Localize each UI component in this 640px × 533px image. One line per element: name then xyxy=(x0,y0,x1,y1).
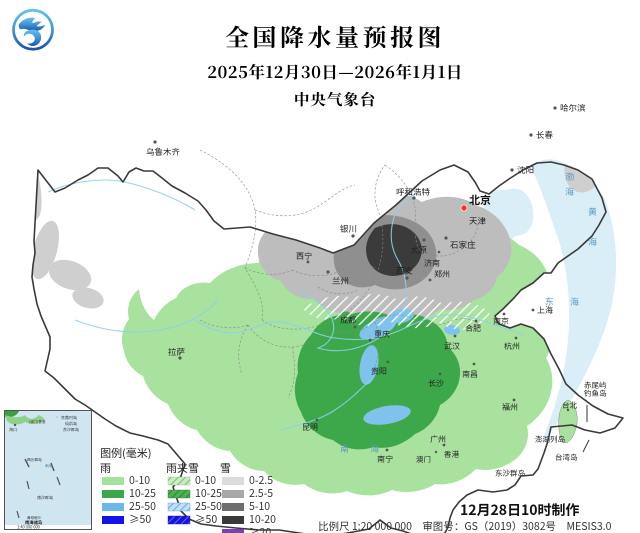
svg-text:呼和浩特: 呼和浩特 xyxy=(396,186,431,198)
svg-text:贵阳: 贵阳 xyxy=(371,366,387,377)
svg-text:长沙: 长沙 xyxy=(428,378,444,389)
svg-text:天津: 天津 xyxy=(469,215,487,227)
svg-text:海: 海 xyxy=(370,442,379,455)
svg-text:(澳门)香港: (澳门)香港 xyxy=(29,419,46,425)
svg-text:长春: 长春 xyxy=(536,129,554,141)
svg-text:福州: 福州 xyxy=(502,402,518,413)
svg-text:澳门: 澳门 xyxy=(416,454,431,465)
svg-text:雨: 雨 xyxy=(100,463,111,476)
svg-text:合肥: 合肥 xyxy=(465,323,481,334)
svg-text:南沙群岛: 南沙群岛 xyxy=(37,495,53,501)
svg-text:西安: 西安 xyxy=(396,265,413,277)
svg-text:≥50: ≥50 xyxy=(195,512,217,527)
svg-text:济南: 济南 xyxy=(424,258,440,269)
svg-text:西沙群岛: 西沙群岛 xyxy=(27,457,42,463)
svg-text:东: 东 xyxy=(545,295,554,308)
svg-text:1:40 000 000: 1:40 000 000 xyxy=(17,525,41,531)
svg-text:重庆: 重庆 xyxy=(374,329,390,340)
svg-text:≥20: ≥20 xyxy=(249,525,271,533)
svg-text:兰州: 兰州 xyxy=(332,275,349,287)
svg-text:海口: 海口 xyxy=(9,427,17,433)
svg-text:西宁: 西宁 xyxy=(296,251,312,262)
svg-text:黄: 黄 xyxy=(588,205,597,218)
svg-text:乌鲁木齐: 乌鲁木齐 xyxy=(146,146,181,158)
svg-text:昆明: 昆明 xyxy=(302,422,318,433)
svg-text:杭州: 杭州 xyxy=(504,341,520,352)
svg-text:哈尔滨: 哈尔滨 xyxy=(560,102,586,114)
svg-text:台北: 台北 xyxy=(562,400,577,411)
svg-text:雪: 雪 xyxy=(220,463,231,476)
svg-text:海: 海 xyxy=(565,185,574,198)
svg-text:广州: 广州 xyxy=(430,434,446,445)
svg-text:武汉: 武汉 xyxy=(444,341,460,352)
svg-text:石家庄: 石家庄 xyxy=(450,239,476,251)
svg-text:南海: 南海 xyxy=(45,463,53,469)
svg-text:银川: 银川 xyxy=(340,223,357,235)
svg-text:渤: 渤 xyxy=(565,170,574,183)
svg-text:≥50: ≥50 xyxy=(129,512,151,527)
svg-text:澎湖列岛: 澎湖列岛 xyxy=(535,434,565,445)
svg-text:东沙群岛: 东沙群岛 xyxy=(63,427,79,433)
svg-text:拉萨: 拉萨 xyxy=(168,346,186,358)
svg-text:台湾岛: 台湾岛 xyxy=(555,452,578,463)
svg-text:南昌: 南昌 xyxy=(462,369,478,380)
svg-text:成都: 成都 xyxy=(340,315,356,326)
svg-text:郑州: 郑州 xyxy=(434,269,450,280)
svg-text:香港: 香港 xyxy=(444,449,459,460)
svg-text:钓鱼岛: 钓鱼岛 xyxy=(584,388,607,399)
svg-text:海: 海 xyxy=(570,295,579,308)
svg-text:南: 南 xyxy=(340,442,349,455)
svg-text:太原: 太原 xyxy=(410,244,428,256)
svg-text:南宁: 南宁 xyxy=(377,454,393,465)
svg-text:海: 海 xyxy=(588,235,597,248)
